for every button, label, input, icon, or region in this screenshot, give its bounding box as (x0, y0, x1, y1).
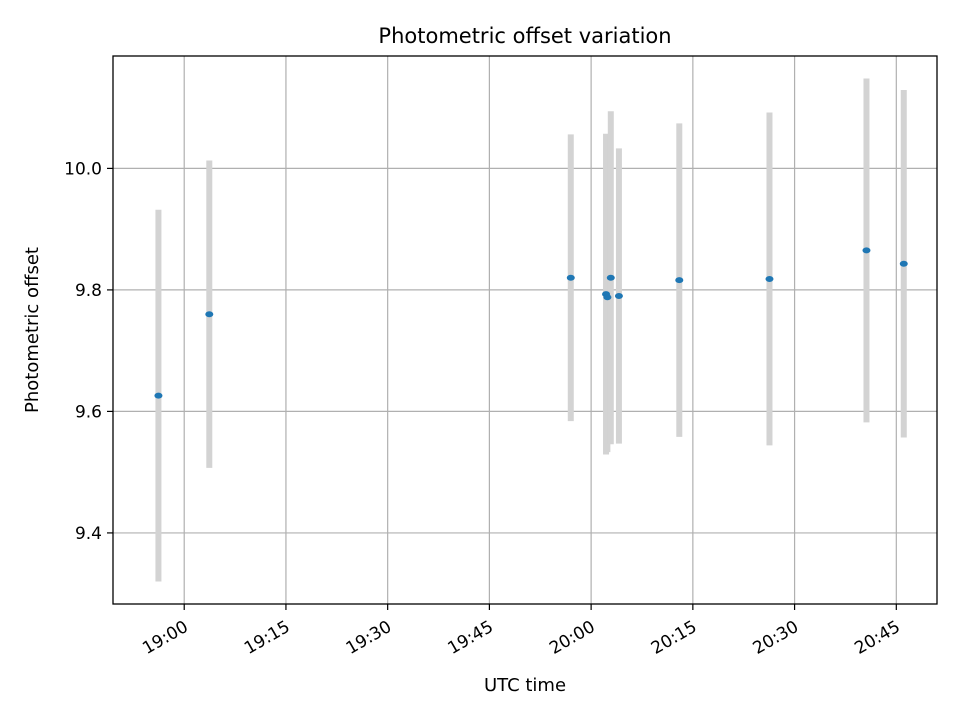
data-point (614, 292, 623, 299)
data-point (862, 247, 871, 254)
x-axis-label: UTC time (484, 675, 566, 696)
y-axis: 9.4 9.6 9.8 10.0 (64, 159, 113, 544)
chart-title: Photometric offset variation (378, 24, 671, 48)
grid (113, 56, 937, 604)
y-tick-label: 9.4 (75, 524, 102, 544)
y-tick-label: 9.8 (75, 281, 102, 301)
plot-frame (112, 55, 938, 605)
data-point (899, 260, 908, 267)
data-point (566, 274, 575, 281)
data-point (205, 311, 214, 318)
data-point (606, 274, 615, 281)
y-axis-label: Photometric offset (22, 247, 43, 413)
y-tick-label: 10.0 (64, 159, 102, 179)
data-point (154, 392, 163, 399)
data-point (765, 275, 774, 282)
data-point (603, 294, 612, 301)
data-point (675, 277, 684, 284)
y-tick-label: 9.6 (75, 402, 102, 422)
data-points (154, 247, 908, 399)
